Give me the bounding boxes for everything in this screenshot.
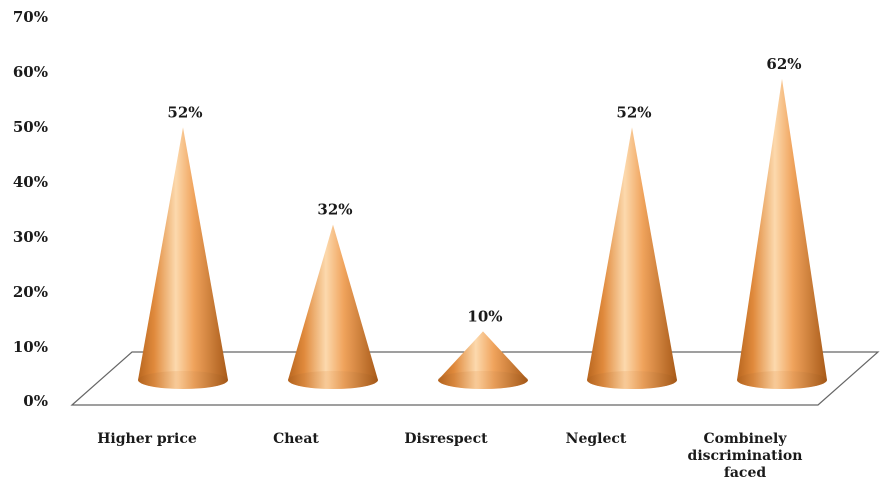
data-label: 52%: [167, 103, 202, 121]
y-tick-label: 20%: [13, 283, 48, 301]
x-tick-label: Neglect: [566, 431, 627, 447]
x-axis: Higher price Cheat Disrespect Neglect Combin…: [97, 431, 802, 481]
cone-bar: 52%: [138, 103, 228, 389]
cone-body: [587, 127, 677, 389]
x-tick-label: Combinely discrimination faced: [688, 431, 803, 481]
cone-base: [737, 371, 827, 389]
y-tick-label: 10%: [13, 338, 48, 356]
cone-bar: 32%: [288, 201, 378, 389]
data-label: 32%: [317, 201, 352, 219]
x-tick-label: Higher price: [97, 431, 197, 447]
x-tick-label: Cheat: [273, 431, 319, 447]
y-tick-label: 70%: [13, 8, 48, 26]
y-tick-label: 0%: [23, 392, 48, 410]
cone-base: [438, 371, 528, 389]
y-tick-label: 40%: [13, 173, 48, 191]
cone-body: [737, 78, 827, 389]
y-tick-label: 60%: [13, 63, 48, 81]
cone-body: [138, 127, 228, 389]
cone-base: [288, 371, 378, 389]
cone-body: [288, 224, 378, 389]
data-label: 10%: [467, 307, 502, 325]
data-label: 52%: [616, 103, 651, 121]
cone-base: [138, 371, 228, 389]
y-tick-label: 30%: [13, 228, 48, 246]
x-tick-label: Disrespect: [404, 431, 488, 447]
cone-bar: 52%: [587, 103, 677, 389]
cone-bar: 10%: [438, 307, 528, 389]
y-axis: 0% 10% 20% 30% 40% 50% 60% 70%: [13, 8, 48, 410]
cone-bar: 62%: [737, 55, 827, 389]
cones: 52% 32% 10% 52% 62%: [138, 55, 827, 389]
data-label: 62%: [766, 55, 801, 73]
cone-base: [587, 371, 677, 389]
y-tick-label: 50%: [13, 118, 48, 136]
